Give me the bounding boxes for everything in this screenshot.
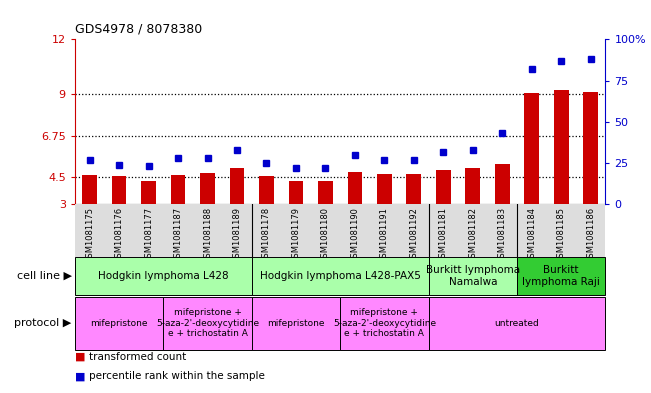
Text: GSM1081175: GSM1081175 (85, 207, 94, 263)
Bar (436, 169, 450, 204)
Text: GSM1081189: GSM1081189 (232, 207, 242, 263)
Bar (288, 180, 303, 204)
Text: GSM1081184: GSM1081184 (527, 207, 536, 263)
Bar (318, 180, 333, 204)
Bar (75, 297, 163, 350)
Text: untreated: untreated (495, 319, 540, 328)
Text: GSM1081187: GSM1081187 (174, 207, 182, 263)
Text: GSM1081186: GSM1081186 (586, 207, 595, 263)
Bar (524, 94, 539, 204)
Text: GSM1081176: GSM1081176 (115, 207, 124, 263)
Bar (583, 92, 598, 204)
Bar (340, 297, 428, 350)
Bar (112, 176, 126, 204)
Text: Hodgkin lymphoma L428-PAX5: Hodgkin lymphoma L428-PAX5 (260, 271, 421, 281)
Text: Burkitt
lymphoma Raji: Burkitt lymphoma Raji (522, 265, 600, 287)
Text: GSM1081179: GSM1081179 (292, 207, 300, 263)
Text: GSM1081188: GSM1081188 (203, 207, 212, 263)
Bar (428, 257, 517, 295)
Bar (259, 176, 274, 204)
Bar (163, 297, 252, 350)
Bar (465, 168, 480, 204)
Text: GSM1081192: GSM1081192 (409, 207, 419, 263)
Bar (252, 297, 340, 350)
Text: GSM1081178: GSM1081178 (262, 207, 271, 263)
Text: transformed count: transformed count (89, 352, 186, 362)
Text: cell line ▶: cell line ▶ (17, 271, 72, 281)
Text: Hodgkin lymphoma L428: Hodgkin lymphoma L428 (98, 271, 229, 281)
Bar (428, 297, 605, 350)
Text: mifepristone: mifepristone (90, 319, 148, 328)
Text: GSM1081180: GSM1081180 (321, 207, 330, 263)
Bar (75, 257, 252, 295)
Text: ■: ■ (75, 371, 85, 381)
Text: GSM1081190: GSM1081190 (350, 207, 359, 263)
Bar (554, 90, 568, 204)
Text: GSM1081183: GSM1081183 (498, 207, 506, 263)
Bar (348, 172, 362, 204)
Text: mifepristone: mifepristone (267, 319, 325, 328)
Text: mifepristone +
5-aza-2'-deoxycytidine
e + trichostatin A: mifepristone + 5-aza-2'-deoxycytidine e … (156, 309, 259, 338)
Bar (171, 175, 186, 204)
Text: mifepristone +
5-aza-2'-deoxycytidine
e + trichostatin A: mifepristone + 5-aza-2'-deoxycytidine e … (333, 309, 436, 338)
Text: protocol ▶: protocol ▶ (14, 318, 72, 328)
Text: GSM1081191: GSM1081191 (380, 207, 389, 263)
Text: GDS4978 / 8078380: GDS4978 / 8078380 (75, 22, 202, 35)
Text: Burkitt lymphoma
Namalwa: Burkitt lymphoma Namalwa (426, 265, 520, 287)
Bar (141, 180, 156, 204)
Text: GSM1081185: GSM1081185 (557, 207, 566, 263)
Text: ■: ■ (75, 352, 85, 362)
Bar (377, 174, 392, 204)
Text: percentile rank within the sample: percentile rank within the sample (89, 371, 265, 381)
Bar (495, 164, 510, 204)
Text: GSM1081177: GSM1081177 (144, 207, 153, 263)
Bar (252, 257, 428, 295)
Bar (517, 257, 605, 295)
Text: GSM1081182: GSM1081182 (468, 207, 477, 263)
Bar (200, 173, 215, 204)
Text: GSM1081181: GSM1081181 (439, 207, 448, 263)
Bar (82, 175, 97, 204)
Bar (406, 174, 421, 204)
Bar (230, 168, 244, 204)
